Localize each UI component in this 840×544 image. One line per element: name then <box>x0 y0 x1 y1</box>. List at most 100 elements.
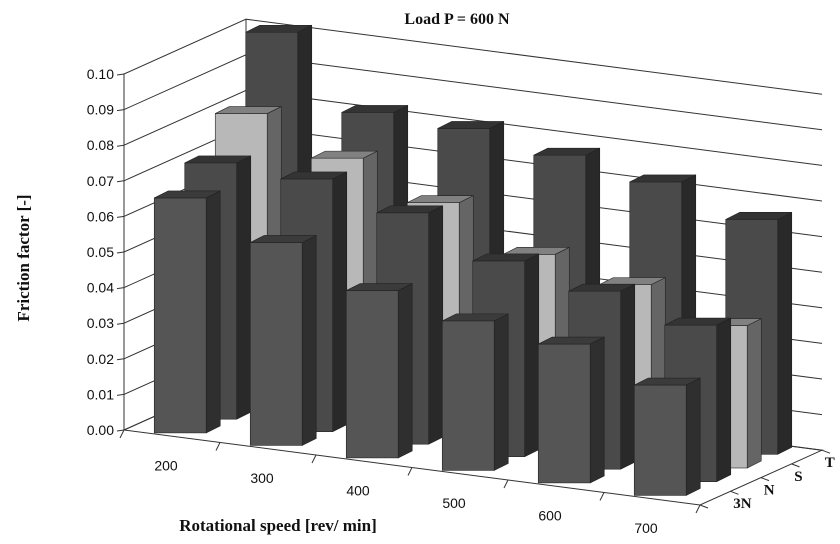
bar-3N-600 <box>537 336 605 484</box>
bar-side <box>746 318 762 469</box>
y-tick-mark <box>116 251 125 254</box>
x-tick-label: 300 <box>250 470 274 486</box>
bar-top <box>629 174 696 183</box>
bar-side <box>777 211 793 455</box>
bar-side <box>205 190 221 434</box>
y-tick-mark <box>116 358 125 361</box>
y-tick-mark <box>116 287 125 290</box>
bar-3N-500 <box>441 313 509 471</box>
bar-side <box>620 283 636 470</box>
bar-top <box>472 253 539 262</box>
x-tick-mark <box>215 442 221 451</box>
bar-front <box>441 320 495 471</box>
y-tick-mark <box>116 144 125 147</box>
bar-front <box>537 343 591 484</box>
y-tick-label: 0.00 <box>87 422 114 438</box>
bar-top <box>437 121 504 129</box>
bar-side <box>236 155 252 420</box>
bar-top <box>250 235 317 243</box>
bar-top <box>215 106 282 114</box>
bar-front <box>249 242 303 446</box>
x-tick-label: 600 <box>538 507 562 523</box>
y-tick-label: 0.08 <box>87 137 114 153</box>
x-tick-label: 200 <box>154 457 178 473</box>
y-tick-mark <box>116 393 125 396</box>
bar-top <box>725 212 792 220</box>
y-tick-label: 0.01 <box>87 386 114 402</box>
bar-top <box>341 105 408 113</box>
x-tick-mark <box>311 454 317 464</box>
bar-side <box>716 317 732 483</box>
y-tick-label: 0.03 <box>87 315 114 331</box>
chart-title: Load P = 600 N <box>404 11 510 28</box>
bar-top <box>184 155 251 164</box>
bar-top <box>664 317 731 326</box>
bar-side <box>397 283 413 459</box>
bar-front <box>345 290 399 459</box>
bar-top <box>407 195 474 203</box>
bar-side <box>524 253 540 458</box>
bar-top <box>538 336 605 345</box>
y-tick-label: 0.07 <box>87 173 114 189</box>
z-tick-mark <box>699 504 709 509</box>
depth-label-S: S <box>794 469 802 485</box>
bar-side <box>428 205 444 445</box>
y-axis-title: Friction factor [-] <box>14 194 33 321</box>
y-tick-label: 0.05 <box>87 244 114 260</box>
y-tick-mark <box>116 429 125 432</box>
bar-front <box>633 384 687 496</box>
x-axis-title: Rotational speed [rev/ min] <box>179 516 377 535</box>
bar-top <box>376 205 443 214</box>
bar-front <box>153 197 207 434</box>
z-tick-mark <box>791 463 800 468</box>
bar-side <box>493 313 509 471</box>
bar-side <box>332 171 348 433</box>
bar-side <box>589 336 605 484</box>
x-tick-mark <box>119 429 125 439</box>
bar-3N-300 <box>249 234 317 446</box>
bar-top <box>311 150 378 159</box>
bar-3N-200 <box>153 190 221 434</box>
depth-label-T: T <box>825 455 835 471</box>
bar-top <box>245 24 312 33</box>
y-tick-label: 0.06 <box>87 208 114 224</box>
bar-top <box>533 147 600 156</box>
z-tick-mark <box>821 449 831 454</box>
x-tick-mark <box>695 504 701 514</box>
y-tick-mark <box>116 73 125 76</box>
bar-top <box>442 313 509 322</box>
title-background <box>360 6 560 30</box>
y-tick-mark <box>116 109 125 112</box>
y-tick-label: 0.04 <box>87 280 114 296</box>
depth-label-3N: 3N <box>733 496 752 512</box>
bar-top <box>634 377 701 386</box>
bar-side <box>301 234 317 446</box>
x-tick-label: 400 <box>346 482 370 498</box>
bar-top <box>154 190 221 199</box>
y-tick-mark <box>116 215 125 218</box>
bar-side <box>685 377 701 496</box>
x-tick-label: 700 <box>634 520 658 536</box>
y-tick-label: 0.10 <box>87 66 114 82</box>
bar-top <box>280 171 347 180</box>
y-tick-label: 0.02 <box>87 351 114 367</box>
axis-labels-group: 0.00 0.01 0.02 0.03 0.04 0.05 0.06 0.07 0.08 0.09… <box>87 66 835 536</box>
y-tick-mark <box>116 180 125 183</box>
y-tick-mark <box>116 322 125 325</box>
z-tick-mark <box>730 490 739 495</box>
bars-group <box>153 24 793 496</box>
bar-3N-700 <box>633 377 701 496</box>
bar-3N-400 <box>345 283 413 459</box>
x-tick-mark <box>407 467 413 476</box>
z-tick-mark <box>760 477 770 482</box>
x-tick-mark <box>599 492 605 501</box>
y-tick-label: 0.09 <box>87 102 114 118</box>
x-tick-label: 500 <box>442 495 466 511</box>
x-tick-mark <box>503 479 509 489</box>
gridline <box>123 18 823 95</box>
depth-label-N: N <box>764 482 775 498</box>
bar-top <box>346 283 413 291</box>
bar-top <box>568 283 635 292</box>
